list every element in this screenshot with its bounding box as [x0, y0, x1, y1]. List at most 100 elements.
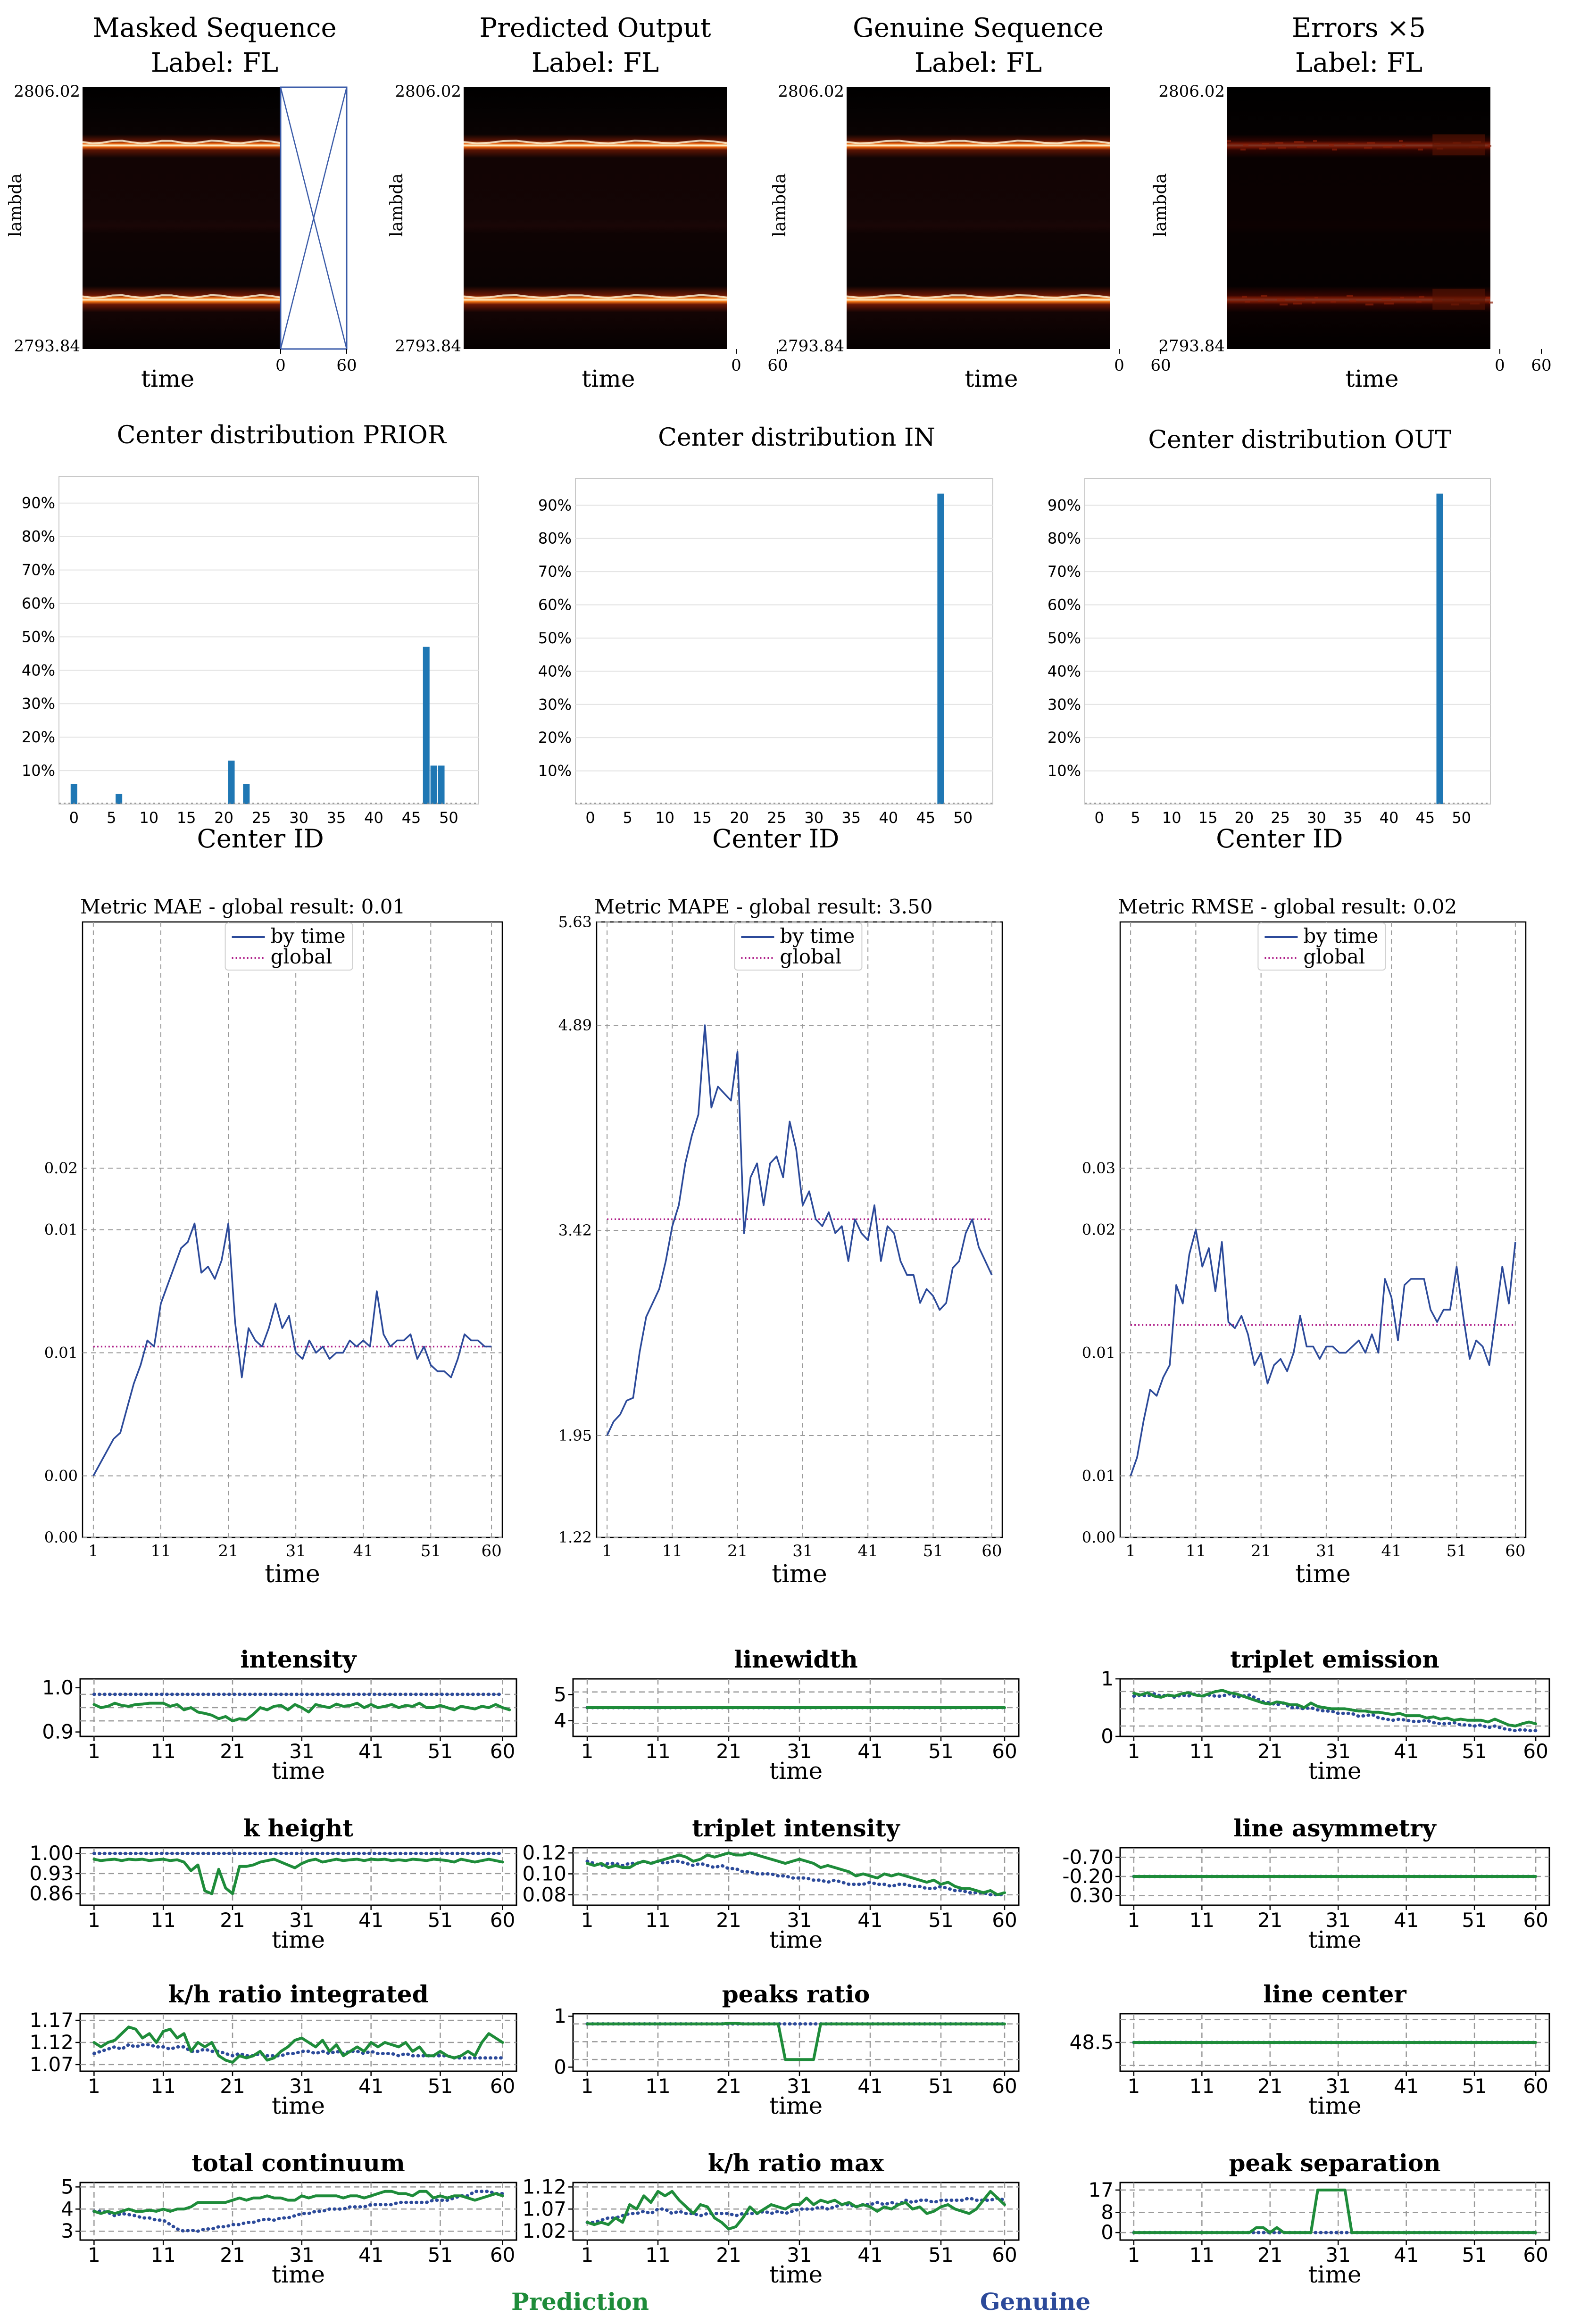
feature-xtick: 31: [1325, 2243, 1350, 2266]
feature-xtick: 1: [88, 2243, 100, 2266]
heatmap-xtick: 60: [1150, 356, 1171, 375]
feature-xtick: 1: [88, 2075, 100, 2098]
barchart-ytick: 60%: [1048, 596, 1081, 614]
mask-cross: [280, 87, 348, 349]
heatmap-xtick: 0: [731, 356, 741, 375]
feature-ytick: 8: [1101, 2201, 1114, 2224]
bar: [70, 784, 77, 804]
heatmap-xlabel: time: [141, 365, 194, 392]
bar: [1436, 493, 1443, 804]
feature-xtick: 11: [1189, 2243, 1214, 2266]
bar: [228, 760, 235, 804]
feature-xtick: 60: [490, 2075, 515, 2098]
feature-xtick: 41: [857, 1740, 882, 1763]
heatmap-error-speck: [1240, 149, 1246, 151]
metric-xtick: 51: [1447, 1542, 1467, 1560]
metric-ytick: 0.02: [1082, 1221, 1115, 1239]
barchart-title: Center distribution PRIOR: [117, 421, 447, 449]
metric-legend-label: global: [780, 945, 841, 968]
feature-xtick: 1: [1128, 2075, 1140, 2098]
heatmap-error-speck: [1227, 140, 1231, 142]
metric-m_mape: Metric MAPE - global result: 3.501 11 21 31…: [558, 895, 1003, 1588]
feature-xtick: 41: [1394, 2243, 1419, 2266]
heatmap-error-patch: [1432, 134, 1485, 156]
heatmap-ylabel: lambda: [1151, 173, 1170, 237]
feature-xtick: 41: [358, 1740, 383, 1763]
barchart-title: Center distribution IN: [658, 423, 935, 452]
feature-xtick: 11: [150, 2075, 175, 2098]
metric-ytick: 4.89: [558, 1016, 592, 1034]
feature-xtick: 51: [1462, 1909, 1487, 1932]
metric-ytick: 1.95: [558, 1427, 592, 1444]
feature-title: intensity: [241, 1645, 358, 1673]
feature-xtick: 21: [1257, 2075, 1282, 2098]
feature-ytick: 0.08: [522, 1883, 566, 1906]
heatmap-error-speck: [1278, 147, 1286, 149]
metric-title: Metric RMSE - global result: 0.02: [1118, 895, 1457, 918]
prediction-series-line: [586, 1851, 1006, 1896]
heatmap-error-speck: [1259, 148, 1266, 150]
barchart-ytick: 20%: [538, 729, 572, 747]
feature-frame: [79, 2182, 517, 2241]
heatmap-subtitle: Label: FL: [1295, 48, 1422, 78]
metric-series-line: [92, 1222, 492, 1477]
heatmap-error-speck: [1488, 145, 1491, 147]
barchart-ytick: 10%: [1048, 762, 1081, 780]
feature-xtick: 11: [150, 2243, 175, 2266]
feature-ytick: 0.86: [29, 1882, 74, 1905]
heatmap-title: Genuine Sequence: [853, 13, 1104, 43]
metric-ytick: 0.00: [1082, 1528, 1115, 1546]
bar: [116, 794, 123, 804]
feature-xtick: 1: [1128, 1740, 1140, 1763]
metric-ytick: 0.00: [44, 1528, 78, 1546]
barchart-frame: [1084, 478, 1491, 805]
feature-ytick: 4: [554, 1709, 566, 1732]
feature-xtick: 41: [358, 1909, 383, 1932]
feature-ytick: -0.20: [1062, 1865, 1114, 1888]
feature-ytick: 0.12: [522, 1841, 566, 1864]
barchart-xtick: 35: [1343, 809, 1363, 827]
barchart-xlabel: Center ID: [712, 824, 839, 854]
feature-xtick: 31: [787, 2075, 812, 2098]
heatmap-error-speck: [1243, 144, 1248, 146]
metric-xtick: 21: [1251, 1542, 1271, 1560]
feature-title: peaks ratio: [722, 1980, 870, 2008]
feature-title: k/h ratio max: [708, 2149, 885, 2177]
feature-xtick: 41: [1394, 1909, 1419, 1932]
metric-m_rmse: Metric RMSE - global result: 0.021 11 21 31…: [1082, 895, 1527, 1588]
metric-title: Metric MAE - global result: 0.01: [80, 895, 405, 918]
heatmap-error-speck: [1245, 300, 1250, 303]
feature-xtick: 11: [1189, 1740, 1214, 1763]
feature-xtick: 21: [716, 1740, 741, 1763]
feature-ytick: 1.07: [522, 2197, 566, 2220]
bar: [438, 765, 445, 804]
feature-xtick: 21: [1257, 1909, 1282, 1932]
metric-xtick: 60: [1505, 1542, 1525, 1560]
feature-xlabel: time: [272, 2092, 325, 2119]
barchart-ytick: 60%: [22, 594, 55, 612]
metric-legend-label: global: [271, 945, 333, 968]
feature-xlabel: time: [272, 1757, 325, 1784]
feature-title: k height: [243, 1814, 354, 1842]
feature-ytick: 0.93: [29, 1862, 74, 1885]
metric-xtick: 11: [662, 1542, 682, 1560]
feature-xtick: 51: [928, 2075, 953, 2098]
feature-xtick: 51: [428, 1909, 453, 1932]
heatmap-title: Predicted Output: [480, 13, 711, 43]
heatmap-error-speck: [1293, 302, 1302, 305]
metric-xtick: 11: [150, 1542, 171, 1560]
feature-xtick: 51: [1462, 2243, 1487, 2266]
barchart-xtick: 0: [69, 809, 79, 827]
metric-xtick: 51: [923, 1542, 943, 1560]
feature-frame: [572, 1847, 1020, 1906]
barchart-ytick: 60%: [538, 596, 572, 614]
heatmap-ytick: 2806.02: [1158, 82, 1225, 101]
barchart-ytick: 40%: [22, 661, 55, 679]
barchart-xtick: 5: [1131, 809, 1140, 827]
feature-xtick: 51: [928, 1909, 953, 1932]
heatmap-band: [463, 294, 727, 299]
figure-legend: Prediction Genuine: [511, 2288, 1090, 2316]
barchart-ytick: 90%: [1048, 496, 1081, 514]
feature-xlabel: time: [769, 2261, 823, 2288]
